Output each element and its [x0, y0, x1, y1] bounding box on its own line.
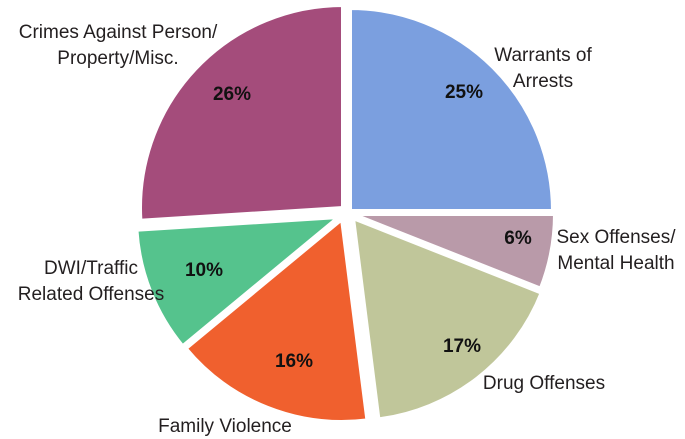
category-label-sex-offenses-mental-health: Sex Offenses/Mental Health — [557, 227, 677, 274]
category-label-line: Property/Misc. — [57, 48, 178, 69]
category-label-line: Mental Health — [557, 253, 674, 274]
value-label-crimes-against-person-property-misc: 26% — [213, 84, 251, 105]
category-label-line: Crimes Against Person/ — [19, 22, 218, 43]
category-label-line: Family Violence — [158, 416, 292, 437]
slice-sex-offenses-mental-health — [351, 212, 558, 292]
category-label-line: DWI/Traffic — [44, 258, 138, 279]
slice-dwi-traffic-related-offenses — [134, 214, 346, 350]
slice-warrants-of-arrests — [348, 5, 556, 213]
slice-crimes-against-person-property-misc — [138, 2, 345, 223]
category-label-crimes-against-person-property-misc: Crimes Against Person/Property/Misc. — [19, 22, 218, 69]
category-label-line: Warrants of — [494, 45, 592, 66]
value-label-dwi-traffic-related-offenses: 10% — [185, 260, 223, 281]
value-label-warrants-of-arrests: 25% — [445, 82, 483, 103]
slice-drug-offenses — [350, 214, 545, 422]
slice-family-violence — [182, 215, 370, 424]
category-label-line: Drug Offenses — [483, 373, 605, 394]
value-label-drug-offenses: 17% — [443, 336, 481, 357]
category-label-warrants-of-arrests: Warrants of Arrests — [494, 45, 592, 92]
category-label-family-violence: Family Violence — [158, 416, 292, 437]
category-label-line: Arrests — [513, 71, 573, 92]
value-label-family-violence: 16% — [275, 351, 313, 372]
category-label-line: Related Offenses — [18, 284, 164, 305]
value-label-sex-offenses-mental-health: 6% — [504, 228, 532, 249]
category-label-line: Sex Offenses/ — [557, 227, 677, 248]
category-label-drug-offenses: Drug Offenses — [483, 373, 605, 394]
category-label-dwi-traffic-related-offenses: DWI/Traffic Related Offenses — [18, 258, 164, 305]
